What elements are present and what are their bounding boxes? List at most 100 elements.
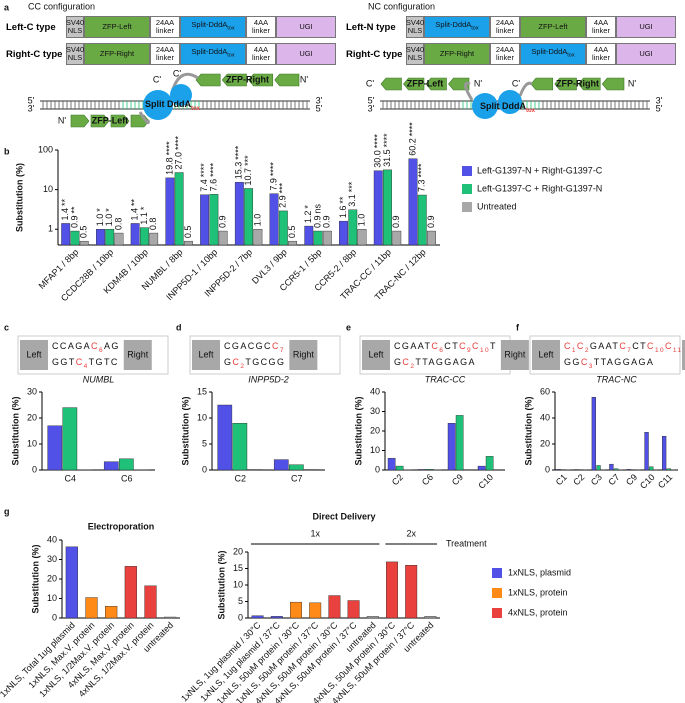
zinc-finger: [425, 77, 447, 91]
bar: [383, 169, 392, 246]
bar: [61, 223, 71, 246]
value-label: 0.9: [218, 216, 228, 229]
end-label: Left: [368, 349, 384, 359]
part-label: 4AA linker: [248, 46, 274, 62]
value-label-text: 0.5: [183, 226, 193, 239]
bar: [424, 616, 437, 619]
strand-end: 5': [316, 103, 323, 113]
legend-swatch: [492, 588, 502, 598]
base: G: [269, 357, 277, 367]
part-name: SV40 NLS: [405, 45, 425, 62]
y-tick-label: 0: [545, 464, 550, 474]
bar: [347, 600, 360, 619]
bar: [373, 170, 383, 246]
base-index: 2: [240, 363, 245, 370]
x-tick-label: C9: [624, 472, 639, 487]
part-name: UGI: [299, 49, 313, 58]
y-tick-label: 20: [233, 546, 243, 556]
part-label: UGI: [299, 23, 312, 31]
end-label: Right: [504, 349, 526, 359]
base: C: [76, 357, 84, 367]
significance: ****: [382, 133, 392, 148]
x-tick-label: C7: [291, 473, 303, 483]
chart-title: Direct Delivery: [312, 511, 375, 521]
construct-part: Split-DddAtox: [180, 16, 246, 38]
value-label-text: 60.2: [408, 138, 418, 156]
construct: SV40 NLS ZFP-Left 24AA linker Split-DddAtox…: [66, 16, 336, 38]
value-label: 0.9 **: [70, 206, 80, 228]
x-tick-label: C2: [390, 472, 405, 487]
y-axis-label: Substitution (%): [180, 397, 190, 466]
base: A: [104, 341, 111, 351]
strand-end: 5': [368, 95, 375, 105]
base: C: [261, 357, 269, 367]
base: C: [91, 341, 99, 351]
part-name: ZFP-Right: [439, 49, 475, 58]
part-name: SV40 NLS: [65, 45, 85, 62]
bar: [417, 194, 427, 246]
x-tick-label: C4: [64, 473, 76, 483]
significance: *: [304, 205, 314, 209]
value-label: 1.0 *: [104, 208, 114, 227]
value-label-text: 1.0: [253, 214, 263, 227]
significance: ****: [234, 145, 244, 160]
bar: [183, 240, 193, 246]
base: C: [402, 357, 410, 367]
value-label-text: 31.5: [382, 149, 392, 167]
terminus: N': [628, 78, 636, 88]
base-index: 10: [480, 347, 490, 354]
x-tick-label: 1xNLS, Total 1ug plasmid: [0, 620, 77, 699]
bar: [105, 229, 115, 246]
enzyme-label: Split DddAtox: [145, 99, 201, 111]
construct-part: 24AA linker: [490, 16, 520, 38]
base: C: [394, 341, 402, 351]
configuration-title: CC configuration: [28, 1, 95, 11]
zinc-finger: [195, 73, 221, 87]
bar: [366, 616, 379, 619]
value-label: 1.4 **: [60, 198, 70, 220]
y-tick-label: 0: [375, 464, 380, 474]
value-label-text: 7.4: [199, 179, 209, 192]
part-name: 24AA linker: [495, 45, 515, 62]
part-label: ZFP-Left: [538, 23, 567, 31]
value-label: 0.8: [114, 218, 124, 231]
strand-end: 3': [28, 103, 35, 113]
bar: [251, 615, 264, 619]
part-label: UGI: [299, 50, 312, 58]
part-label: 24AA linker: [492, 46, 518, 62]
bar: [47, 425, 63, 471]
strand-end: 3': [316, 95, 323, 105]
part-label: 4AA linker: [248, 19, 274, 35]
construct-name: Left-N type: [346, 21, 396, 33]
y-tick-label: 15: [233, 563, 243, 573]
base-index: 2: [410, 363, 415, 370]
zfp-label: ZFP-Right: [226, 74, 269, 84]
end-label: Right: [127, 349, 149, 359]
base: A: [606, 341, 613, 351]
part-label: 4AA linker: [588, 46, 614, 62]
construct-part: 4AA linker: [586, 43, 616, 65]
bar: [425, 469, 434, 471]
part-label: 24AA linker: [152, 19, 178, 35]
construct: SV40 NLS ZFP-Right 24AA linker Split-DddAto…: [406, 43, 676, 65]
bar: [114, 232, 124, 246]
bar: [130, 223, 140, 246]
significance: **: [70, 206, 80, 214]
base: T: [104, 357, 111, 367]
part-subscript: tox: [567, 52, 575, 59]
legend-swatch: [462, 202, 472, 212]
part-name: ZFP-Left: [102, 22, 132, 31]
part-subscript: tox: [471, 25, 479, 32]
enzyme-name: Split DddA: [145, 99, 191, 109]
base: A: [469, 357, 476, 367]
value-label-text: 15.3: [234, 162, 244, 180]
base-index: 4: [84, 363, 89, 370]
value-label-text: 1.0: [357, 214, 367, 227]
bar: [392, 230, 402, 246]
sequence-strand: GC2TGCGG: [224, 357, 285, 369]
y-tick-label: 10: [47, 593, 57, 603]
base: T: [424, 341, 431, 351]
part-name: 4AA linker: [252, 45, 270, 62]
base: G: [623, 357, 631, 367]
